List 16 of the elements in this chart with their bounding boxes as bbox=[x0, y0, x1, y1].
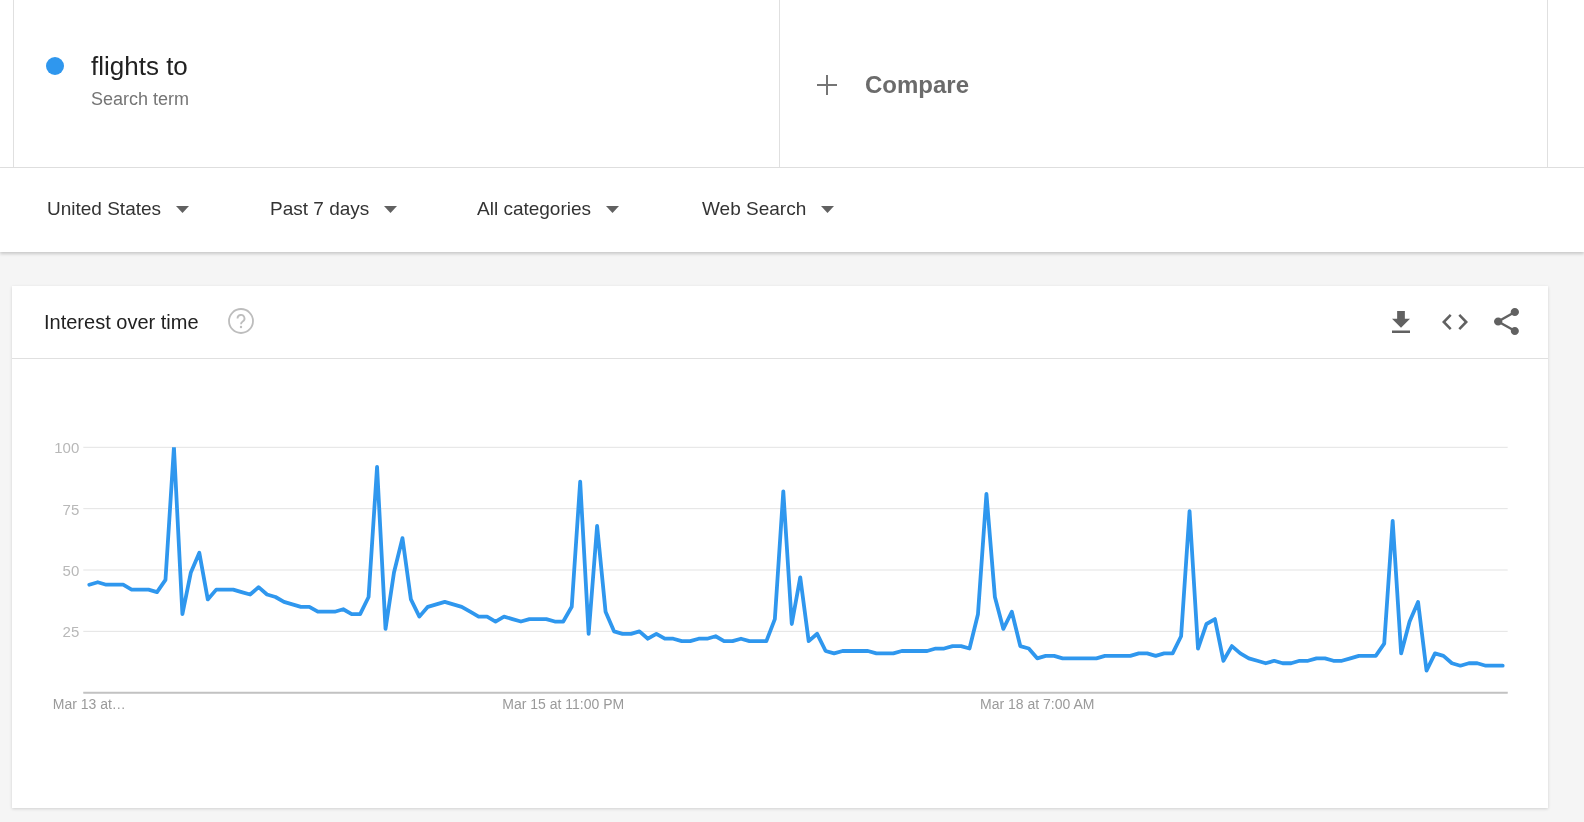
text: Compare bbox=[865, 71, 970, 98]
line-series bbox=[87, 447, 1505, 673]
y-tick-label: 100 bbox=[54, 438, 80, 456]
y-tick-label: 50 bbox=[62, 561, 80, 579]
text: All categories bbox=[477, 198, 592, 220]
x-tick-label: Mar 18 at 7:00 AM bbox=[980, 695, 1095, 712]
legend-label: flights to bbox=[91, 50, 188, 81]
y-tick-label: 25 bbox=[62, 622, 80, 640]
text: Past 7 days bbox=[270, 198, 370, 220]
text: Search term bbox=[91, 88, 190, 109]
y-tick-label: 75 bbox=[62, 500, 80, 518]
x-tick-label: Mar 15 at 11:00 PM bbox=[502, 695, 625, 712]
x-tick-label: Mar 13 at… bbox=[52, 695, 126, 712]
text: Web Search bbox=[702, 198, 807, 220]
text: United States bbox=[47, 198, 162, 220]
chart-title: Interest over time bbox=[44, 310, 199, 333]
